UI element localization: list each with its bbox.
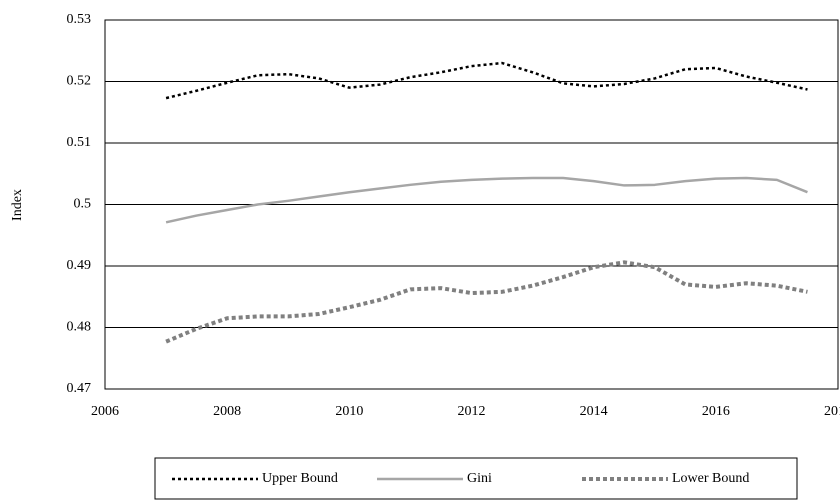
x-tick-label: 2016 <box>702 404 730 419</box>
plot-border <box>104 19 839 390</box>
y-tick-label: 0.48 <box>67 320 92 335</box>
x-tick-label: 2014 <box>580 404 608 419</box>
x-tick-label: 2010 <box>335 404 363 419</box>
y-tick-label: 0.53 <box>67 12 92 27</box>
y-tick-label: 0.5 <box>74 197 92 212</box>
series-line <box>165 176 808 224</box>
series-line <box>165 260 808 344</box>
y-axis-label: Index <box>10 189 25 221</box>
x-tick-label: 2012 <box>458 404 486 419</box>
legend-box <box>154 457 798 500</box>
y-tick-label: 0.52 <box>67 74 92 89</box>
series-line <box>165 61 808 100</box>
legend-label: Lower Bound <box>672 471 749 486</box>
x-tick-label: 2006 <box>91 404 119 419</box>
y-tick-label: 0.49 <box>67 258 92 273</box>
x-tick-label: 2018 <box>824 404 840 419</box>
legend-label: Upper Bound <box>262 471 338 486</box>
x-tick-label: 2008 <box>213 404 241 419</box>
y-tick-label: 0.47 <box>67 381 92 396</box>
legend-label: Gini <box>467 471 492 486</box>
y-tick-label: 0.51 <box>67 135 92 150</box>
